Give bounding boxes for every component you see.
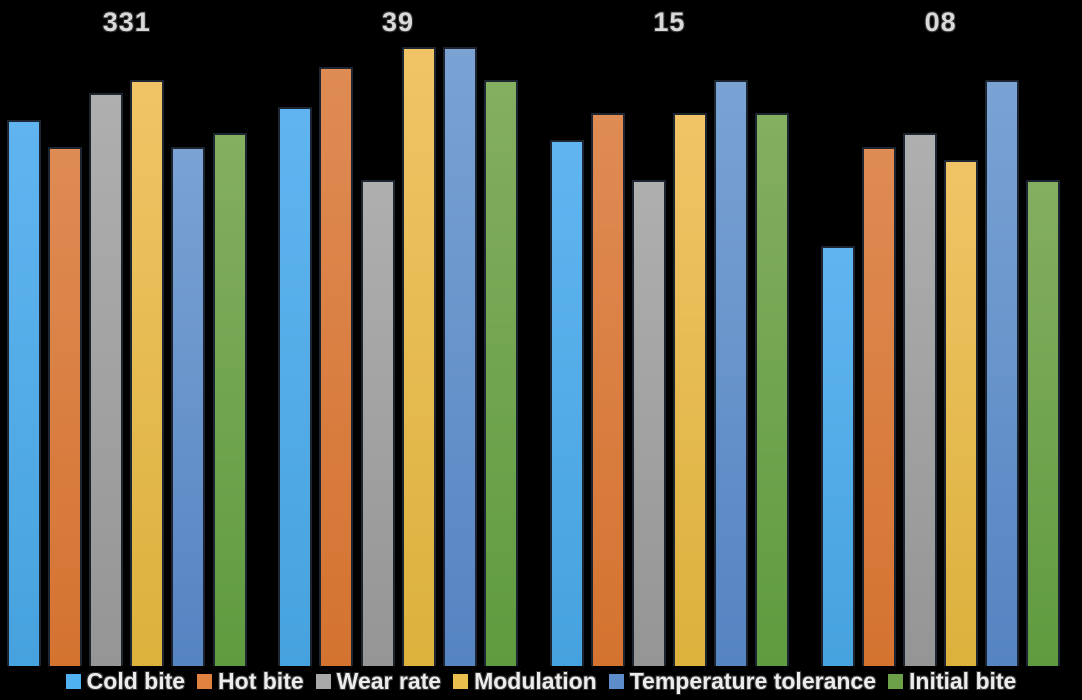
- legend-label-cold-bite: Cold bite: [86, 668, 186, 694]
- bar-wear-rate-15: [632, 180, 666, 666]
- bar-hot-bite-331: [48, 147, 82, 666]
- legend-label-initial-bite: Initial bite: [909, 668, 1017, 694]
- bar-cold-bite-39: [278, 107, 312, 666]
- legend-item-temperature-tolerance: Temperature tolerance: [608, 668, 876, 695]
- legend-item-initial-bite: Initial bite: [888, 668, 1016, 695]
- bar-temperature-tolerance-15: [714, 80, 748, 666]
- legend-item-hot-bite: Hot bite: [197, 668, 304, 695]
- bar-cold-bite-331: [7, 120, 41, 666]
- category-label-15: 15: [653, 7, 686, 37]
- legend-swatch-temperature-tolerance: [608, 674, 624, 689]
- legend-label-hot-bite: Hot bite: [218, 668, 304, 694]
- legend: Cold bite Hot bite Wear rate Modulation Temp…: [0, 663, 1082, 700]
- legend-label-wear-rate: Wear rate: [336, 668, 442, 694]
- bar-temperature-tolerance-08: [985, 80, 1019, 666]
- legend-label-modulation: Modulation: [474, 668, 597, 694]
- bar-initial-bite-08: [1026, 180, 1060, 666]
- plot-area: 331 39 15 08: [7, 7, 1060, 666]
- bar-modulation-331: [130, 80, 164, 666]
- legend-item-wear-rate: Wear rate: [315, 668, 442, 695]
- bar-wear-rate-331: [89, 93, 123, 666]
- legend-swatch-wear-rate: [315, 674, 331, 689]
- bar-cold-bite-15: [550, 140, 584, 666]
- legend-label-temperature-tolerance: Temperature tolerance: [629, 668, 876, 694]
- bar-initial-bite-39: [484, 80, 518, 666]
- bar-modulation-39: [402, 47, 436, 666]
- legend-swatch-modulation: [453, 674, 469, 689]
- bar-cold-bite-08: [821, 246, 855, 666]
- bar-wear-rate-39: [361, 180, 395, 666]
- category-label-331: 331: [102, 7, 151, 37]
- bar-modulation-15: [673, 113, 707, 666]
- bar-initial-bite-331: [213, 133, 247, 666]
- bar-hot-bite-08: [862, 147, 896, 666]
- legend-item-modulation: Modulation: [453, 668, 597, 695]
- legend-item-cold-bite: Cold bite: [65, 668, 186, 695]
- bar-hot-bite-15: [591, 113, 625, 666]
- category-label-08: 08: [924, 7, 957, 37]
- bar-initial-bite-15: [755, 113, 789, 666]
- legend-swatch-initial-bite: [888, 674, 903, 689]
- legend-swatch-hot-bite: [197, 674, 213, 689]
- bar-temperature-tolerance-39: [443, 47, 477, 666]
- bar-temperature-tolerance-331: [171, 147, 205, 666]
- legend-swatch-cold-bite: [65, 674, 81, 689]
- bar-modulation-08: [944, 160, 978, 666]
- bar-hot-bite-39: [319, 67, 353, 666]
- bar-wear-rate-08: [903, 133, 937, 666]
- category-label-39: 39: [382, 7, 415, 37]
